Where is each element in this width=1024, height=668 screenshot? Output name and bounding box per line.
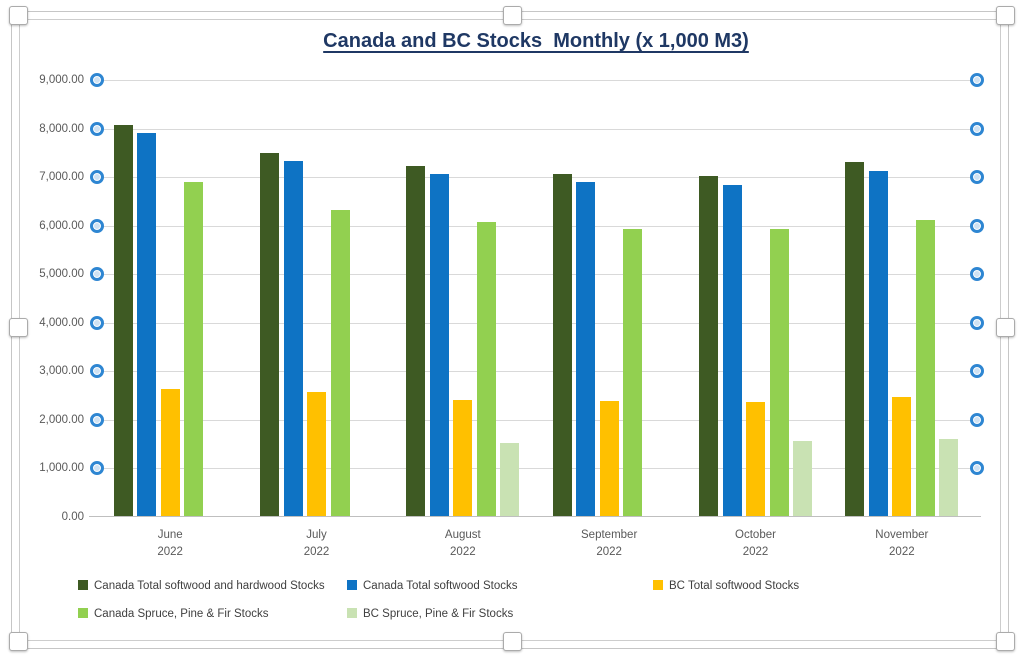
y-tick-label: 6,000.00	[39, 219, 84, 232]
legend-item[interactable]: Canada Total softwood Stocks	[347, 580, 518, 594]
gridline-endpoint-right-icon	[970, 412, 984, 427]
gridline-endpoint-right-icon	[970, 461, 984, 476]
legend-label: BC Spruce, Pine & Fir Stocks	[363, 608, 514, 620]
x-tick-label: July 2022	[303, 529, 330, 558]
gridline-endpoint-left-icon	[90, 267, 104, 282]
y-tick-label: 8,000.00	[39, 122, 84, 135]
bar-series4-october[interactable]	[769, 228, 789, 516]
bar-series4-september[interactable]	[623, 228, 643, 516]
resize-handle-top-right[interactable]	[996, 6, 1015, 25]
bar-series5-november[interactable]	[939, 439, 959, 516]
bar-series1-july[interactable]	[260, 152, 279, 516]
legend-item[interactable]: Canada Spruce, Pine & Fir Stocks	[78, 608, 269, 622]
bar-series1-june[interactable]	[113, 125, 133, 516]
bar-series2-june[interactable]	[137, 133, 157, 516]
x-tick-label: October 2022	[735, 529, 776, 558]
legend-swatch-icon	[653, 580, 663, 590]
legend-swatch-icon	[347, 580, 357, 590]
legend-swatch-icon	[347, 608, 357, 618]
legend-item[interactable]: BC Total softwood Stocks	[653, 580, 799, 594]
x-tick-label: September 2022	[581, 529, 638, 558]
bar-series3-october[interactable]	[746, 402, 765, 516]
gridline[interactable]	[95, 322, 977, 324]
legend-label: Canada Total softwood and hardwood Stock…	[94, 580, 325, 592]
x-tick-label: November 2022	[875, 529, 929, 558]
resize-handle-bottom-left[interactable]	[9, 632, 28, 651]
gridline-endpoint-left-icon	[90, 364, 104, 379]
gridline-endpoint-left-icon	[90, 461, 104, 476]
bar-series5-august[interactable]	[500, 443, 520, 516]
bar-series2-august[interactable]	[429, 173, 449, 516]
x-tick-label: August 2022	[444, 529, 481, 558]
gridline[interactable]	[95, 177, 977, 179]
gridline[interactable]	[95, 128, 977, 130]
plot-area	[89, 73, 984, 517]
gridline-endpoint-left-icon	[90, 121, 104, 136]
gridline-endpoint-left-icon	[90, 73, 104, 87]
resize-handle-middle-left[interactable]	[9, 318, 28, 337]
legend-label: Canada Spruce, Pine & Fir Stocks	[94, 608, 269, 620]
y-tick-label: 7,000.00	[39, 171, 84, 184]
gridline-endpoint-right-icon	[970, 170, 984, 185]
resize-handle-top-center[interactable]	[503, 6, 522, 25]
bar-series4-august[interactable]	[476, 221, 496, 516]
y-tick-label: 2,000.00	[39, 413, 84, 426]
bar-series1-november[interactable]	[845, 161, 865, 516]
bar-series3-november[interactable]	[892, 397, 912, 516]
gridline-endpoint-right-icon	[970, 364, 984, 379]
gridline[interactable]	[95, 371, 977, 373]
gridline-endpoint-right-icon	[970, 73, 984, 87]
y-tick-label: 9,000.00	[39, 74, 84, 86]
gridline-endpoint-right-icon	[970, 218, 984, 233]
y-tick-label: 1,000.00	[39, 462, 84, 475]
gridline[interactable]	[95, 468, 977, 470]
bar-series2-july[interactable]	[283, 160, 303, 516]
bar-series4-july[interactable]	[330, 209, 350, 516]
gridline[interactable]	[95, 80, 977, 81]
gridline-endpoint-left-icon	[90, 315, 104, 330]
gridline[interactable]	[95, 225, 977, 227]
bar-series2-november[interactable]	[868, 171, 888, 516]
chart-title[interactable]: Canada and BC Stocks Monthly (x 1,000 M3…	[323, 30, 749, 52]
legend-swatch-icon	[78, 580, 88, 590]
gridline-endpoint-right-icon	[970, 315, 984, 330]
y-tick-label: 4,000.00	[39, 316, 84, 329]
bar-series2-october[interactable]	[722, 184, 742, 516]
resize-handle-top-left[interactable]	[9, 6, 28, 25]
resize-handle-bottom-right[interactable]	[996, 632, 1015, 651]
bar-series4-november[interactable]	[915, 219, 935, 516]
y-tick-label: 0.00	[61, 511, 84, 523]
bar-series4-june[interactable]	[184, 181, 204, 516]
bar-series3-july[interactable]	[307, 392, 326, 516]
legend-label: Canada Total softwood Stocks	[363, 580, 518, 592]
gridline[interactable]	[95, 274, 977, 276]
gridline-endpoint-left-icon	[90, 170, 104, 185]
legend-swatch-icon	[78, 608, 88, 618]
bar-series1-august[interactable]	[406, 165, 426, 516]
resize-handle-bottom-center[interactable]	[503, 632, 522, 651]
bar-series1-october[interactable]	[699, 175, 718, 516]
bar-series2-september[interactable]	[576, 181, 596, 516]
bar-series3-august[interactable]	[453, 399, 473, 516]
y-tick-label: 5,000.00	[39, 268, 84, 281]
gridline-endpoint-right-icon	[970, 267, 984, 282]
bar-series5-october[interactable]	[793, 440, 812, 516]
x-axis-line[interactable]	[89, 516, 981, 517]
legend-label: BC Total softwood Stocks	[669, 580, 800, 592]
legend-item[interactable]: Canada Total softwood and hardwood Stock…	[78, 580, 325, 594]
resize-handle-middle-right[interactable]	[996, 318, 1015, 337]
y-tick-label: 3,000.00	[39, 365, 84, 378]
legend-item[interactable]: BC Spruce, Pine & Fir Stocks	[347, 608, 513, 622]
bar-series3-june[interactable]	[160, 388, 180, 516]
gridline[interactable]	[95, 419, 977, 421]
gridline-endpoint-right-icon	[970, 121, 984, 136]
bar-series1-september[interactable]	[552, 174, 572, 516]
gridline-endpoint-left-icon	[90, 218, 104, 233]
bar-series3-september[interactable]	[599, 401, 619, 516]
x-tick-label: June 2022	[157, 529, 183, 558]
gridline-endpoint-left-icon	[90, 412, 104, 427]
